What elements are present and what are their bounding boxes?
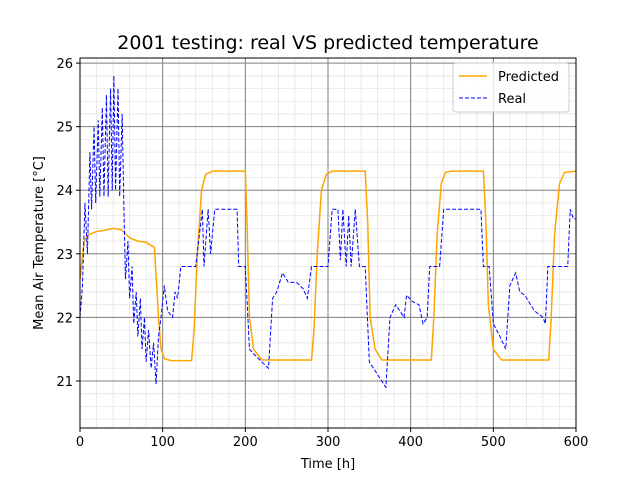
- x-tick-label: 500: [481, 435, 506, 450]
- y-tick-label: 26: [56, 57, 73, 72]
- x-tick-label: 300: [316, 435, 341, 450]
- y-tick-label: 23: [56, 248, 73, 263]
- plot-frame: [79, 57, 577, 429]
- legend-label: Predicted: [498, 70, 559, 85]
- y-tick-label: 21: [56, 375, 73, 390]
- y-axis-label: Mean Air Temperature [°C]: [32, 156, 47, 330]
- x-tick-label: 400: [398, 435, 423, 450]
- y-tick-label: 22: [56, 311, 73, 326]
- chart-title: 2001 testing: real VS predicted temperat…: [117, 32, 538, 54]
- x-tick-label: 0: [76, 435, 84, 450]
- series-line: [80, 170, 576, 362]
- x-tick-label: 100: [150, 435, 175, 450]
- x-tick-label: 600: [564, 435, 589, 450]
- x-axis-label: Time [h]: [300, 457, 355, 472]
- y-tick-label: 24: [56, 184, 73, 199]
- y-tick-label: 25: [56, 121, 73, 136]
- legend-label: Real: [498, 92, 526, 107]
- x-tick-label: 200: [233, 435, 258, 450]
